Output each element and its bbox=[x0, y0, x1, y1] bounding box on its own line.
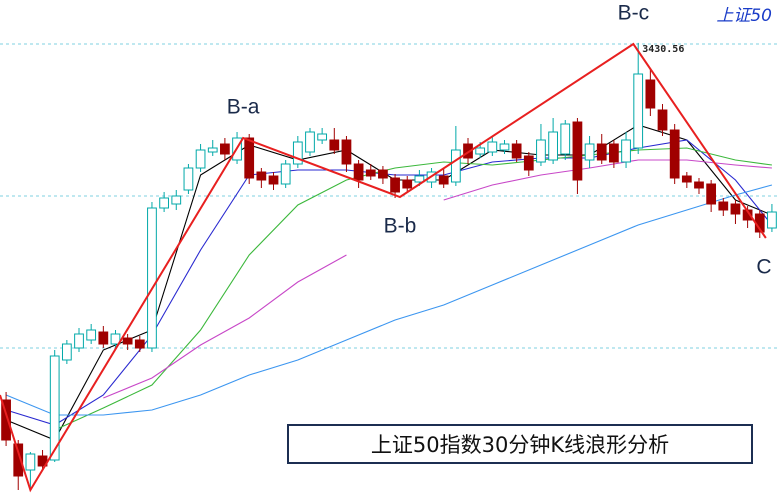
candle-body bbox=[147, 207, 157, 349]
candle-body bbox=[463, 143, 473, 159]
candle-body bbox=[645, 79, 656, 109]
candle-body bbox=[256, 171, 267, 181]
candle-body bbox=[511, 143, 522, 159]
ma-line bbox=[5, 124, 773, 441]
candle-body bbox=[414, 175, 425, 183]
candle-body bbox=[560, 123, 571, 155]
candle-body bbox=[487, 141, 498, 153]
candle-body bbox=[122, 337, 133, 345]
candle-body bbox=[61, 343, 72, 361]
ma-line bbox=[5, 139, 773, 426]
wave-label: B-c bbox=[618, 2, 650, 25]
candle-body bbox=[207, 147, 218, 153]
candle-body bbox=[13, 443, 24, 477]
candle-body bbox=[317, 133, 328, 141]
candle-body bbox=[438, 175, 449, 185]
candle-body bbox=[633, 73, 644, 149]
candle-body bbox=[353, 163, 364, 181]
candle-body bbox=[171, 195, 182, 205]
candle-body bbox=[86, 329, 97, 341]
candle-body bbox=[596, 143, 607, 161]
chart-title: 上证50指数30分钟K线浪形分析 bbox=[287, 424, 753, 464]
candle-body bbox=[669, 129, 680, 179]
candle-body bbox=[390, 177, 400, 193]
candle-body bbox=[402, 179, 413, 189]
candle-body bbox=[621, 139, 631, 163]
candle-body bbox=[25, 453, 36, 471]
candle-body bbox=[220, 143, 230, 155]
candle-body bbox=[110, 333, 121, 345]
candle-body bbox=[657, 109, 668, 131]
candle-body bbox=[609, 143, 619, 163]
ma-line bbox=[103, 254, 347, 399]
candle-body bbox=[195, 149, 206, 169]
ma-line bbox=[5, 184, 773, 416]
candle-body bbox=[536, 139, 546, 163]
candle-body bbox=[329, 139, 340, 151]
candle-body bbox=[159, 197, 169, 209]
candle-body bbox=[378, 169, 388, 179]
candle-body bbox=[450, 149, 461, 183]
ma-line bbox=[443, 159, 772, 201]
candle-body bbox=[341, 139, 352, 165]
candle-body bbox=[74, 333, 84, 349]
candle-body bbox=[268, 175, 279, 185]
candle-body bbox=[572, 121, 583, 181]
candle-body bbox=[767, 211, 777, 229]
candle-body bbox=[475, 147, 486, 155]
candle-body bbox=[1, 399, 11, 441]
candle-body bbox=[694, 181, 704, 189]
candle-body bbox=[584, 143, 595, 161]
candle-body bbox=[134, 339, 145, 349]
candle-body bbox=[548, 131, 558, 161]
corner-label: 上证50 bbox=[716, 6, 772, 26]
candle-body bbox=[244, 137, 255, 179]
wave-label: B-b bbox=[384, 215, 417, 238]
candle-body bbox=[499, 143, 510, 151]
wave-line bbox=[0, 42, 767, 493]
candle-body bbox=[280, 163, 291, 185]
high-label: 3430.56 bbox=[642, 44, 684, 55]
candle-body bbox=[292, 141, 303, 165]
candle-body bbox=[98, 331, 109, 345]
candle-body bbox=[718, 201, 729, 211]
candle-body bbox=[49, 355, 60, 461]
wave-label: C bbox=[756, 256, 771, 279]
candle-body bbox=[706, 183, 717, 205]
wave-label: B-a bbox=[227, 96, 260, 119]
candle-body bbox=[365, 169, 376, 177]
candle-body bbox=[730, 203, 741, 215]
candle-body bbox=[681, 175, 692, 183]
ma-line bbox=[54, 147, 772, 431]
candle-body bbox=[305, 131, 315, 153]
candle-body bbox=[183, 167, 194, 191]
candle-body bbox=[523, 155, 534, 171]
